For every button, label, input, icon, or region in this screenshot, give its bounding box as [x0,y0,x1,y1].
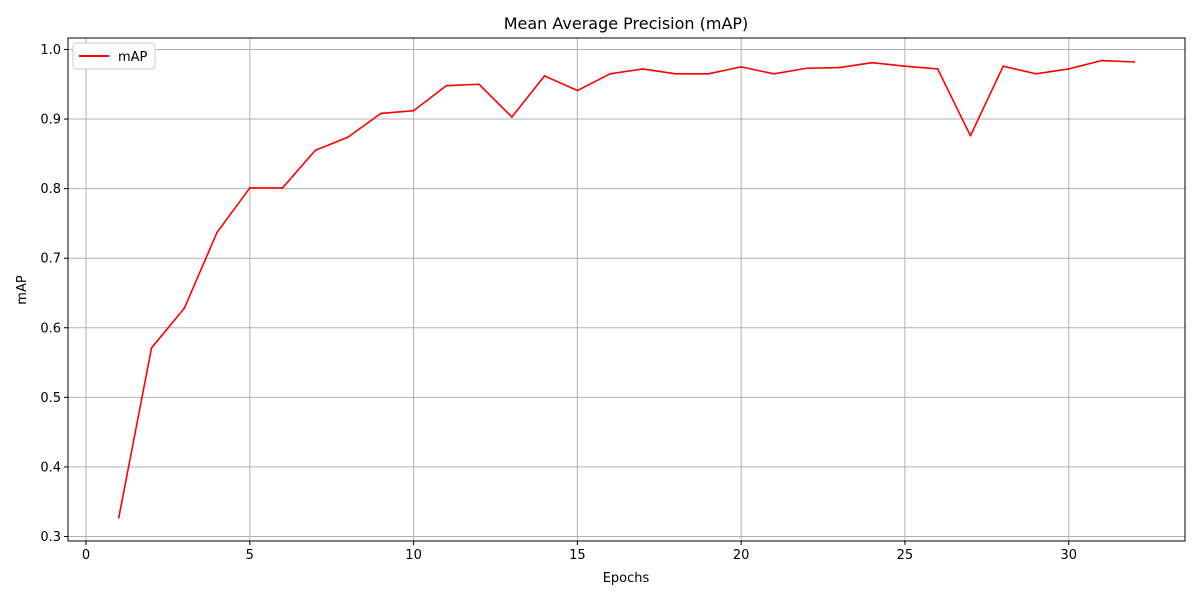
y-tick-label: 0.7 [40,252,61,267]
data-point [904,65,906,68]
data-point [773,72,775,75]
data-point [1100,59,1103,62]
data-point [412,109,415,112]
x-tick-label: 15 [569,548,586,563]
plot-frame [67,37,1186,542]
data-point [281,187,284,189]
data-point [248,187,251,189]
data-point [1035,72,1037,75]
data-point [740,65,743,68]
data-point [936,68,939,70]
grid [68,38,1185,541]
x-tick-label: 10 [405,548,422,563]
y-axis-label: mAP [15,275,30,305]
legend-box [72,42,156,70]
data-point [1133,61,1136,63]
data-point [1067,68,1070,70]
data-point [445,84,448,87]
data-point [314,149,317,152]
y-tick-label: 0.3 [40,530,61,545]
x-axis-label: Epochs [603,571,650,586]
chart-title: Mean Average Precision (mAP) [504,14,749,33]
series-line-mAP [117,59,1135,518]
y-tick-label: 0.5 [40,391,61,406]
legend-label: mAP [118,50,148,65]
data-point [674,72,677,75]
y-tick-label: 1.0 [40,43,61,58]
data-point [347,136,349,139]
data-point [707,72,710,75]
data-point [510,116,513,118]
data-point [576,89,579,92]
x-tick-label: 0 [82,548,90,563]
data-point [1002,65,1005,68]
data-point [543,75,546,77]
data-point [838,66,841,69]
data-point [183,307,186,310]
data-point [379,112,382,115]
data-point [150,347,153,349]
x-tick-label: 30 [1060,548,1077,563]
x-axis-ticks: 0 5 10 15 20 25 30 [82,541,1077,563]
data-point [478,83,480,86]
legend: mAP [72,42,156,70]
data-point [871,61,874,64]
x-tick-label: 25 [897,548,914,563]
data-point [969,134,972,137]
plot-lines [117,59,1136,519]
y-tick-label: 0.9 [40,113,61,128]
data-point [641,68,644,70]
x-tick-label: 5 [246,548,254,563]
data-point [609,72,612,75]
y-tick-label: 0.8 [40,182,61,197]
data-point [216,231,218,234]
y-axis-ticks: 0.3 0.4 0.5 0.6 0.7 0.8 0.9 1.0 [40,43,68,545]
y-tick-label: 0.6 [40,321,61,336]
data-point [117,516,120,519]
y-tick-label: 0.4 [40,460,61,475]
data-point [805,67,808,70]
x-tick-label: 20 [733,548,750,563]
